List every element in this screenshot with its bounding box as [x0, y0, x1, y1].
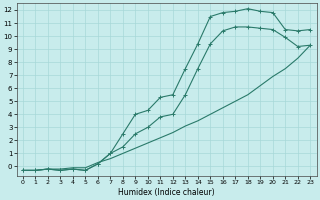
X-axis label: Humidex (Indice chaleur): Humidex (Indice chaleur) [118, 188, 215, 197]
